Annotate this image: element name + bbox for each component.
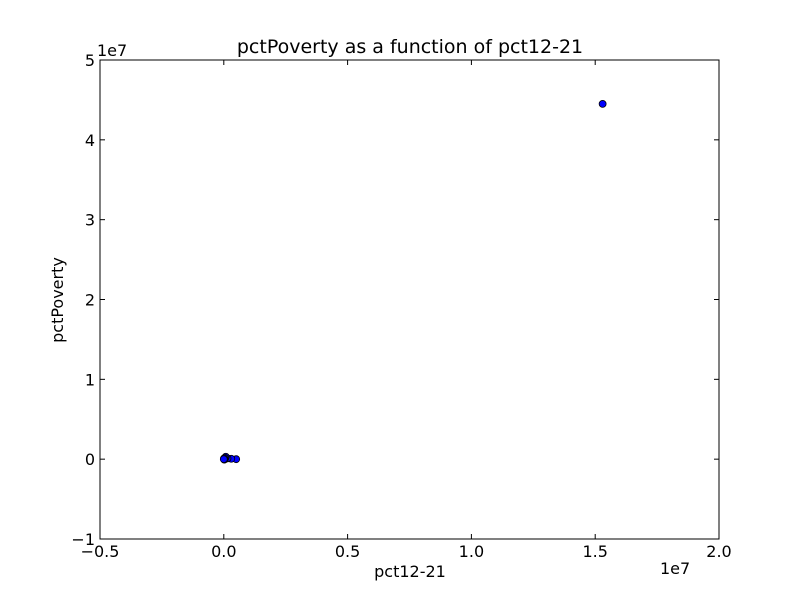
y-axis-ticks: −1 0 1 2 3 4 5 [71, 51, 719, 549]
x-tick-label: 0.0 [211, 542, 236, 561]
data-point [598, 100, 607, 108]
y-tick-label: 3 [85, 211, 95, 230]
y-tick-label: 0 [85, 450, 95, 469]
x-tick-label: 1.0 [459, 542, 484, 561]
x-tick-label: 2.0 [706, 542, 731, 561]
y-tick-label: 2 [85, 291, 95, 310]
x-axis-label: pct12-21 [374, 562, 446, 581]
y-tick-label: −1 [71, 530, 95, 549]
plot-frame [99, 59, 720, 540]
y-tick-label: 4 [85, 131, 95, 150]
data-points [219, 100, 607, 464]
y-axis-label: pctPoverty [48, 257, 67, 343]
y-tick-label: 5 [85, 51, 95, 70]
y-axis-offset-label: 1e7 [97, 41, 127, 60]
x-axis-ticks: −0.5 0.0 0.5 1.0 1.5 2.0 [81, 60, 732, 561]
chart-title: pctPoverty as a function of pct12-21 [237, 36, 583, 58]
x-tick-label: −0.5 [81, 542, 120, 561]
plot-area: −0.5 0.0 0.5 1.0 1.5 2.0 −1 0 1 2 3 4 5 [71, 51, 731, 561]
data-point [219, 455, 228, 464]
x-tick-label: 0.5 [335, 542, 360, 561]
x-tick-label: 1.5 [582, 542, 607, 561]
y-tick-label: 1 [85, 370, 95, 389]
x-axis-offset-label: 1e7 [660, 559, 690, 578]
